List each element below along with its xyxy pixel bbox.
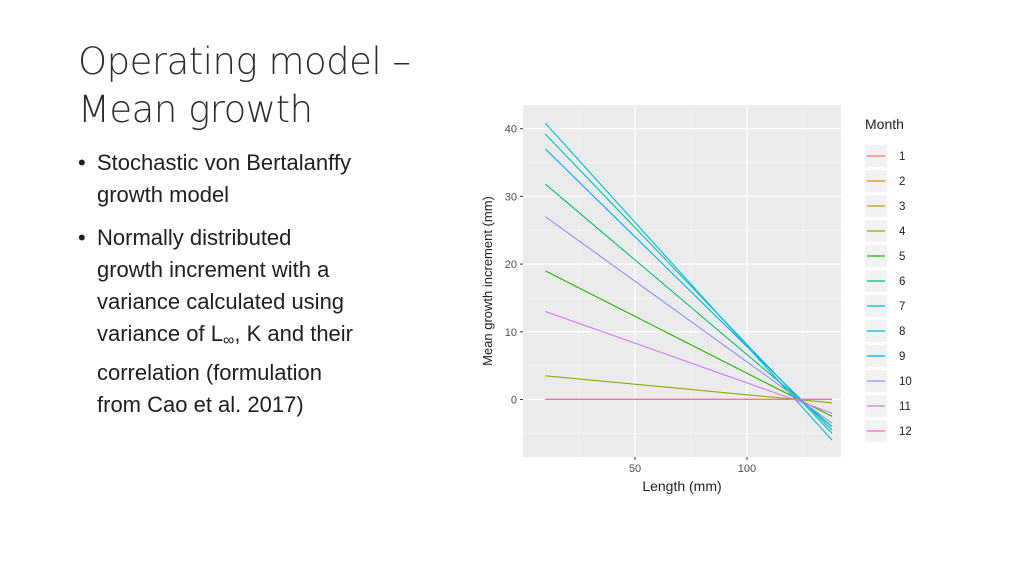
grid-minor: [523, 105, 841, 457]
x-axis-label: Length (mm): [642, 478, 721, 494]
bullet-text-line: variance calculated using: [97, 289, 345, 314]
series-line-month-6: [545, 183, 833, 427]
legend-label-month-5: 5: [899, 251, 905, 263]
y-tick-label: 20: [505, 259, 517, 271]
y-tick-label: 0: [511, 394, 517, 406]
x-tick-label: 50: [629, 463, 641, 475]
title-line-2: Mean growth: [78, 88, 313, 131]
series-lines: [544, 122, 833, 441]
legend-label-month-6: 6: [899, 276, 905, 288]
legend-label-month-3: 3: [899, 201, 905, 213]
k-text: , K and their: [234, 321, 354, 346]
series-line-month-11: [545, 310, 833, 414]
bullet-text-line: growth model: [97, 182, 230, 207]
title-line-1: Operating model –: [78, 40, 411, 83]
plot-panel: [523, 105, 841, 457]
legend-label-month-2: 2: [899, 176, 905, 188]
bullet-glyph: •: [78, 150, 86, 175]
legend-label-month-7: 7: [899, 301, 905, 313]
bullet-list: • Stochastic von Bertalanffy growth mode…: [78, 147, 438, 432]
legend-label-month-12: 12: [899, 426, 912, 438]
y-tick-label: 10: [505, 327, 517, 339]
bullet-text-line: Stochastic von Bertalanffy: [97, 150, 351, 175]
infinity-subscript: ∞: [222, 332, 235, 349]
axis-ticks: 50 100 0 10 20 30 40: [505, 124, 756, 475]
bullet-text-line: Normally distributed: [97, 225, 292, 250]
bullet-text-line: growth increment with a: [97, 257, 330, 282]
slide-title: Operating model – Mean growth: [78, 38, 478, 134]
bullet-text-line: from Cao et al. 2017): [97, 392, 304, 417]
legend-label-month-10: 10: [899, 376, 912, 388]
x-tick-label: 100: [738, 463, 756, 475]
y-tick-label: 30: [505, 191, 517, 203]
bullet-glyph: •: [78, 225, 86, 250]
bullet-item: • Stochastic von Bertalanffy growth mode…: [78, 147, 438, 211]
legend-label-month-11: 11: [899, 401, 911, 413]
series-line-month-9: [545, 148, 833, 431]
series-line-month-10: [545, 216, 833, 424]
bullet-text-line: variance of L∞, K and their: [97, 318, 438, 357]
series-line-month-4: [545, 375, 833, 404]
legend-label-month-8: 8: [899, 326, 905, 338]
legend-label-month-4: 4: [899, 226, 906, 238]
bullet-item: • Normally distributed growth increment …: [78, 222, 438, 421]
series-line-month-8: [544, 122, 833, 441]
legend-label-month-1: 1: [899, 151, 905, 163]
growth-chart: 50 100 0 10 20 30 40 Length (mm) Mean growth i…: [480, 105, 912, 494]
series-line-month-5: [545, 270, 833, 417]
legend-title: Month: [865, 116, 904, 132]
y-tick-label: 40: [505, 124, 517, 136]
bullet-text-line: correlation (formulation: [97, 360, 322, 385]
legend-label-month-9: 9: [899, 351, 905, 363]
l-inf-text: variance of L: [97, 321, 223, 346]
y-axis-label: Mean growth increment (mm): [480, 196, 495, 366]
